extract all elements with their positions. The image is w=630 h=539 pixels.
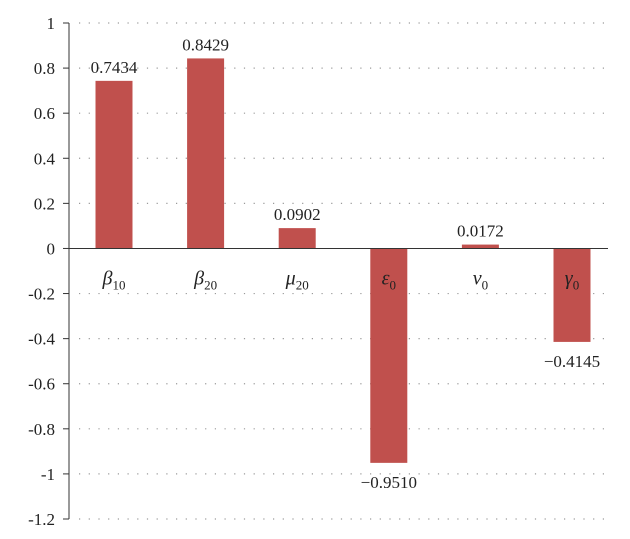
- bar: [187, 58, 225, 249]
- y-tick-label: 0.6: [34, 104, 55, 123]
- value-label: −0.4145: [544, 352, 600, 371]
- bar: [370, 248, 408, 463]
- value-label: −0.9510: [361, 473, 417, 492]
- y-tick-label: 1: [47, 14, 56, 33]
- y-tick-label: 0: [47, 239, 56, 258]
- y-tick-label: 0.4: [34, 149, 56, 168]
- y-tick-label: -0.8: [28, 420, 55, 439]
- bar: [278, 228, 316, 249]
- bars: [95, 58, 591, 463]
- y-tick-label: -1: [41, 465, 55, 484]
- y-tick-label: -0.4: [28, 330, 55, 349]
- y-tick-label: -0.6: [28, 375, 55, 394]
- value-label: 0.7434: [91, 58, 138, 77]
- y-tick-label: -1.2: [28, 510, 55, 529]
- value-label: 0.0172: [457, 222, 504, 241]
- category-label: γ0: [565, 267, 579, 292]
- y-tick-label: 0.2: [34, 194, 55, 213]
- bar: [95, 80, 133, 249]
- category-label: μ20: [285, 267, 309, 292]
- y-tick-label: 0.8: [34, 59, 55, 78]
- value-label: 0.0902: [274, 205, 321, 224]
- category-label: β10: [102, 267, 126, 292]
- bar: [553, 248, 591, 342]
- y-tick-label: -0.2: [28, 285, 55, 304]
- labels: 0.7434 β10 0.8429 β20 0.0902 μ20 −0.9510 ε0 0.01…: [91, 35, 601, 491]
- gridlines: [79, 22, 608, 520]
- category-label: ν0: [473, 267, 488, 292]
- y-axis: 1 0.8 0.6 0.4 0.2 0 -0.2 -0.4 -0.6 -0.8 -1 -1.2: [28, 14, 608, 529]
- value-label: 0.8429: [182, 35, 229, 54]
- bar: [461, 244, 499, 249]
- category-label: ε0: [382, 267, 396, 292]
- category-label: β20: [193, 267, 217, 292]
